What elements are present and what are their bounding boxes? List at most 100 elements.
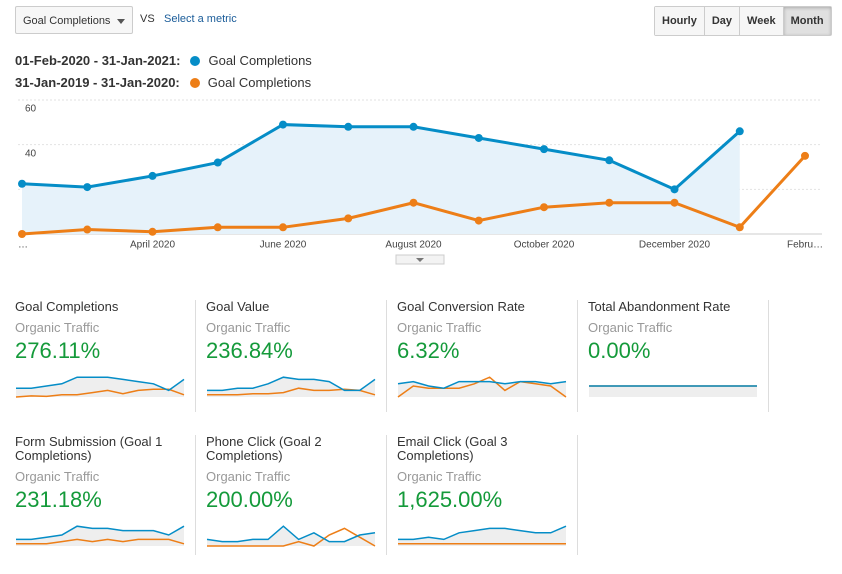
sparkline	[397, 376, 567, 398]
data-point	[474, 216, 483, 225]
legend-label: Goal Completions	[207, 75, 312, 90]
tile-value: 1,625.00%	[397, 487, 503, 512]
tile-segment: Organic Traffic	[206, 469, 291, 484]
metric-tile: Email Click (Goal 3 Completions) Organic …	[397, 435, 573, 547]
data-point	[409, 122, 418, 131]
tile-title: Goal Value	[206, 299, 270, 314]
sparkline	[207, 376, 376, 397]
legend-entry: 31-Jan-2019 - 31-Jan-2020: Goal Completio…	[15, 75, 311, 90]
sparkline-line	[398, 525, 567, 541]
data-point	[735, 127, 744, 136]
data-point	[670, 198, 679, 207]
sparkline-line	[16, 376, 185, 392]
tile-divider	[195, 435, 196, 555]
sparkline	[16, 525, 185, 546]
data-point	[18, 179, 26, 188]
toggle-arrow	[416, 258, 424, 262]
legend-entry: 01-Feb-2020 - 31-Jan-2021: Goal Completio…	[15, 53, 312, 68]
granularity-button[interactable]: Month	[782, 7, 831, 35]
sparkline-line	[16, 525, 185, 541]
x-tick-label: August 2020	[385, 240, 442, 251]
metric-tile: Goal Conversion Rate Organic Traffic 6.32%	[397, 300, 573, 398]
tile-title: Email Click (Goal 3 Completions)	[397, 434, 508, 463]
tile-title: Phone Click (Goal 2 Completions)	[206, 434, 322, 463]
data-point	[735, 223, 744, 232]
x-tick-label: October 2020	[514, 240, 575, 251]
tile-segment: Organic Traffic	[588, 320, 673, 335]
legend-dot	[189, 77, 200, 88]
data-point	[474, 133, 483, 142]
tile-divider	[577, 300, 578, 412]
x-tick-label: Febru…	[787, 240, 823, 251]
legend-dot	[190, 55, 201, 66]
tile-title: Total Abandonment Rate	[588, 299, 731, 314]
data-point	[344, 214, 353, 223]
sparkline-line	[207, 527, 376, 547]
tile-title: Form Submission (Goal 1 Completions)	[15, 434, 163, 463]
tile-segment: Organic Traffic	[15, 320, 100, 335]
tile-divider	[386, 435, 387, 555]
metric-tile: Phone Click (Goal 2 Completions) Organic …	[206, 435, 382, 547]
x-tick-label: …	[18, 240, 28, 251]
sparkline-area	[589, 386, 757, 397]
data-point	[409, 198, 418, 207]
tile-segment: Organic Traffic	[397, 469, 482, 484]
tile-divider	[195, 300, 196, 412]
granularity-button[interactable]: Week	[739, 7, 783, 35]
data-point	[801, 151, 809, 160]
sparkline	[15, 376, 185, 398]
legend-label: Goal Completions	[208, 53, 312, 68]
tile-segment: Organic Traffic	[397, 320, 482, 335]
tile-segment: Organic Traffic	[206, 320, 291, 335]
tile-value: 6.32%	[397, 338, 460, 363]
sparkline-line	[207, 376, 376, 392]
series-line	[21, 123, 741, 192]
metric-tile: Total Abandonment Rate Organic Traffic 0.0…	[588, 300, 764, 398]
sparkline-area	[16, 526, 184, 546]
select-metric-link[interactable]: Select a metric	[164, 13, 237, 25]
sparkline-line	[397, 380, 567, 389]
tile-value: 0.00%	[588, 338, 651, 363]
data-point	[279, 120, 287, 129]
data-point	[344, 122, 353, 131]
y-tick-label: 60	[25, 104, 37, 115]
tile-value: 236.84%	[206, 338, 293, 363]
sparkline-line	[397, 376, 567, 398]
x-tick-label: June 2020	[260, 240, 307, 251]
tile-value: 276.11%	[15, 338, 101, 363]
data-point	[213, 223, 222, 232]
sparkline-line	[15, 388, 185, 398]
metric-dropdown[interactable]: Goal Completions	[15, 6, 133, 34]
sparkline-line	[16, 538, 185, 545]
tile-value: 231.18%	[15, 487, 102, 512]
sparkline-line	[207, 387, 376, 396]
sparkline-area	[398, 381, 566, 397]
sparkline-area	[207, 377, 375, 397]
metric-tile: Goal Completions Organic Traffic 276.11%	[15, 300, 191, 398]
granularity-button[interactable]: Hourly	[655, 7, 704, 35]
y-tick-label: 40	[25, 148, 37, 159]
tile-divider	[577, 435, 578, 555]
sparkline	[589, 385, 757, 397]
data-point	[540, 145, 548, 154]
sparkline	[398, 525, 567, 546]
sparkline-line	[206, 525, 376, 543]
data-point	[540, 203, 548, 212]
tile-value: 200.00%	[206, 487, 293, 512]
sparkline-area	[207, 526, 375, 546]
data-point	[83, 183, 92, 192]
x-tick-label: December 2020	[639, 240, 711, 251]
granularity-buttons: Hourly Day Week Month	[654, 6, 832, 36]
data-point	[18, 230, 26, 238]
data-point	[83, 225, 92, 234]
data-point	[605, 156, 614, 165]
x-tick-label: April 2020	[130, 240, 175, 251]
granularity-button[interactable]: Day	[703, 7, 740, 35]
data-point	[605, 198, 614, 207]
data-point	[670, 185, 679, 194]
legend-period: 31-Jan-2019 - 31-Jan-2020:	[15, 75, 180, 90]
data-point	[279, 223, 287, 232]
tile-divider	[768, 300, 769, 412]
